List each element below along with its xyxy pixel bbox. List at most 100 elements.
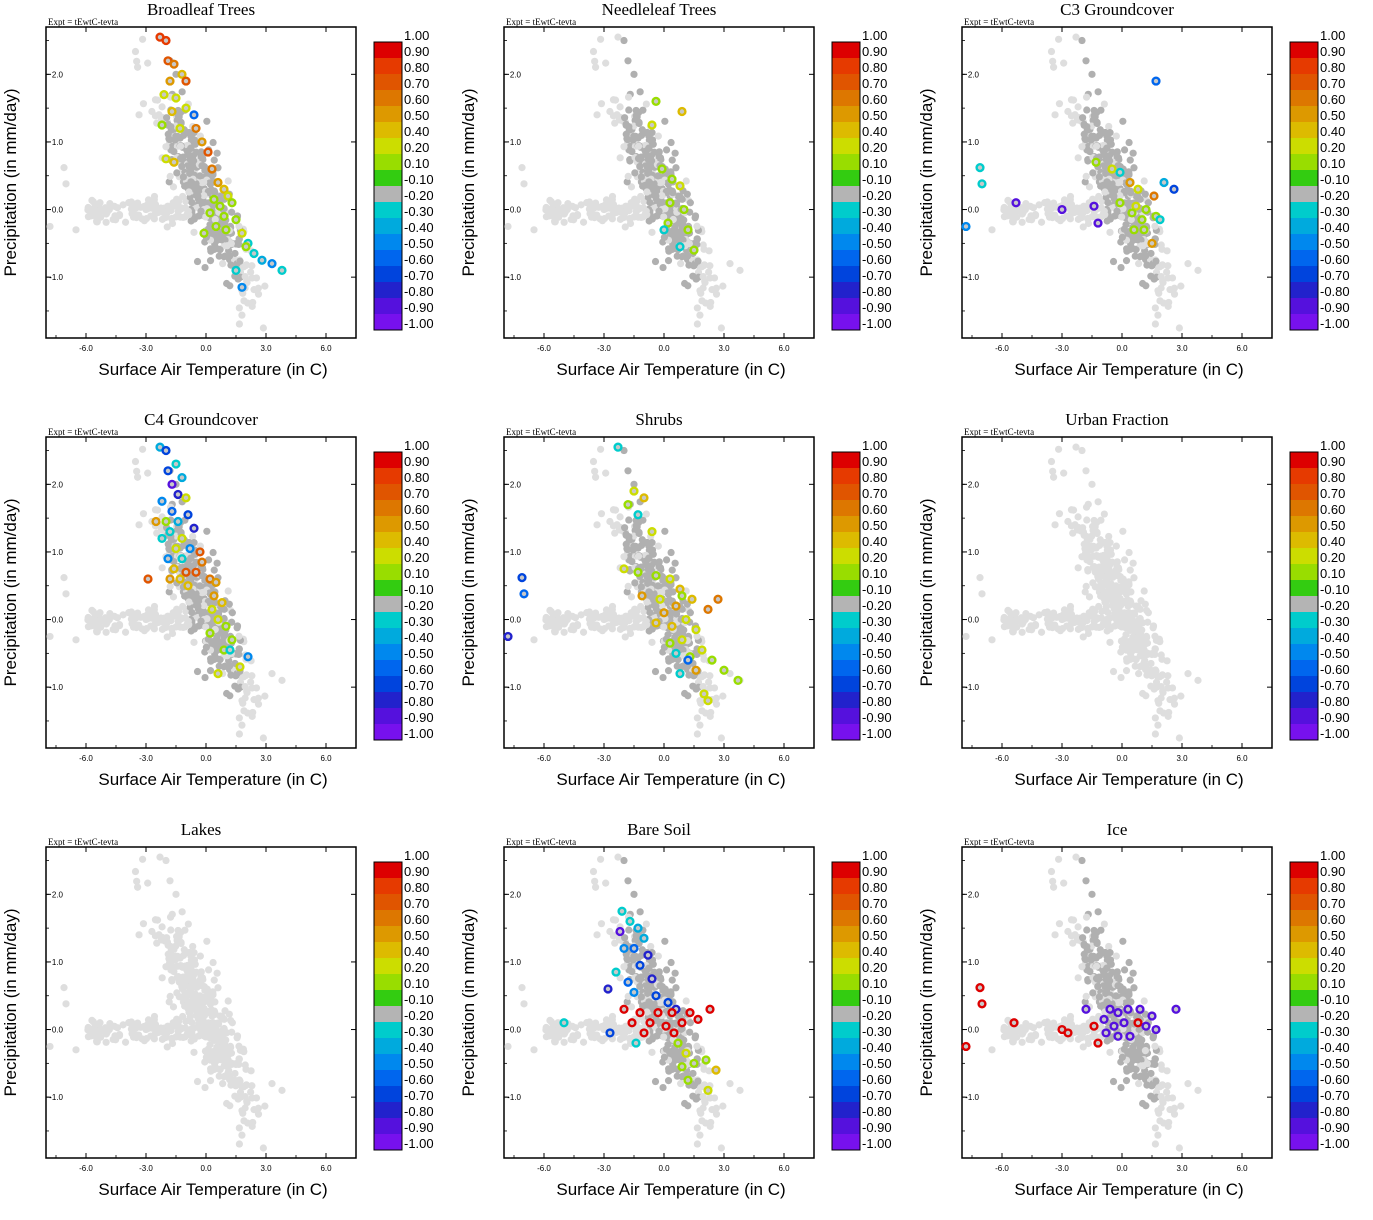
- scatter-point: [187, 987, 194, 994]
- scatter-point: [569, 613, 576, 620]
- x-tick-label: 6.0: [320, 344, 332, 353]
- scatter-point: [684, 1102, 691, 1109]
- scatter-point: [1151, 633, 1158, 640]
- scatter-point: [635, 120, 642, 127]
- highlight-point: [207, 210, 214, 217]
- scatter-point: [242, 1082, 249, 1089]
- highlight-point: [625, 501, 632, 508]
- colorbar-label: 0.60: [862, 502, 887, 517]
- colorbar-swatch: [374, 926, 402, 942]
- scatter-point: [226, 692, 233, 699]
- scatter-point: [1104, 217, 1111, 224]
- colorbar-label: 0.70: [862, 76, 887, 91]
- x-tick-label: 3.0: [1176, 754, 1188, 763]
- scatter-point: [598, 100, 605, 107]
- colorbar-swatch: [374, 878, 402, 894]
- scatter-point: [962, 633, 969, 640]
- scatter-point: [216, 656, 223, 663]
- scatter-point: [185, 598, 192, 605]
- scatter-point: [1073, 615, 1080, 622]
- highlight-point: [225, 193, 232, 200]
- scatter-point: [242, 683, 249, 690]
- scatter-point: [1081, 203, 1088, 210]
- scatter-point: [602, 470, 609, 477]
- highlight-point: [223, 623, 230, 630]
- colorbar-swatch: [374, 676, 402, 692]
- highlight-point: [673, 650, 680, 657]
- scatter-point: [711, 274, 718, 281]
- scatter-point: [687, 609, 694, 616]
- scatter-point: [268, 1080, 275, 1087]
- scatter-point: [128, 1018, 135, 1025]
- colorbar-label: 0.50: [862, 518, 887, 533]
- scatter-point: [165, 613, 172, 620]
- y-tick-label: 2.0: [968, 70, 980, 79]
- scatter-point: [207, 1001, 214, 1008]
- scatter-point: [1116, 589, 1123, 596]
- scatter-point: [520, 180, 527, 187]
- scatter-point: [1184, 670, 1191, 677]
- colorbar-swatch: [374, 564, 402, 580]
- scatter-point: [719, 283, 726, 290]
- scatter-point: [220, 1073, 227, 1080]
- scatter-point: [140, 920, 147, 927]
- scatter-point: [561, 219, 568, 226]
- scatter-point: [588, 210, 595, 217]
- scatter-point: [157, 1025, 164, 1032]
- colorbar-swatch: [374, 516, 402, 532]
- colorbar-swatch: [832, 186, 860, 202]
- highlight-point: [1013, 199, 1020, 206]
- x-tick-label: 3.0: [718, 754, 730, 763]
- scatter-point: [158, 923, 165, 930]
- colorbar-label: -0.20: [404, 598, 434, 613]
- scatter-point: [260, 324, 267, 331]
- highlight-point: [1117, 199, 1124, 206]
- colorbar-swatch: [374, 138, 402, 154]
- scatter-point: [236, 646, 243, 653]
- experiment-label: Expt = tEwtC-tevta: [506, 17, 576, 27]
- highlight-point: [229, 636, 236, 643]
- scatter-point: [240, 707, 247, 714]
- colorbar-label: -0.70: [862, 268, 892, 283]
- scatter-point: [175, 932, 182, 939]
- highlight-point: [667, 576, 674, 583]
- scatter-point: [700, 262, 707, 269]
- scatter-point: [173, 169, 180, 176]
- colorbar-label: -0.40: [862, 630, 892, 645]
- scatter-point: [103, 620, 110, 627]
- colorbar-swatch: [374, 298, 402, 314]
- colorbar-swatch: [1290, 516, 1318, 532]
- scatter-point: [647, 943, 654, 950]
- scatter-point: [229, 609, 236, 616]
- colorbar-label: -0.20: [862, 188, 892, 203]
- colorbar-swatch: [832, 90, 860, 106]
- highlight-point: [665, 220, 672, 227]
- scatter-point: [72, 1046, 79, 1053]
- scatter-point: [188, 217, 195, 224]
- y-tick-label: 1.0: [52, 958, 64, 967]
- colorbar-swatch: [832, 500, 860, 516]
- y-axis-label: Precipitation (in mm/day): [917, 88, 936, 276]
- scatter-point: [1101, 598, 1108, 605]
- colorbar-label: -0.70: [404, 1088, 434, 1103]
- scatter-point: [189, 943, 196, 950]
- scatter-point: [1152, 730, 1159, 737]
- colorbar-label: -0.50: [862, 646, 892, 661]
- highlight-point: [243, 243, 250, 250]
- scatter-point: [610, 506, 617, 513]
- colorbar-swatch: [1290, 660, 1318, 676]
- scatter-point: [1158, 683, 1165, 690]
- scatter-point: [1144, 619, 1151, 626]
- scatter-point: [144, 60, 151, 67]
- colorbar-label: 1.00: [1320, 28, 1345, 43]
- highlight-point: [179, 535, 186, 542]
- scatter-point: [46, 223, 53, 230]
- x-tick-label: 0.0: [658, 344, 670, 353]
- x-tick-label: -3.0: [139, 1164, 153, 1173]
- scatter-point: [591, 58, 598, 65]
- scatter-point: [643, 100, 650, 107]
- colorbar-swatch: [1290, 138, 1318, 154]
- scatter-point: [661, 234, 668, 241]
